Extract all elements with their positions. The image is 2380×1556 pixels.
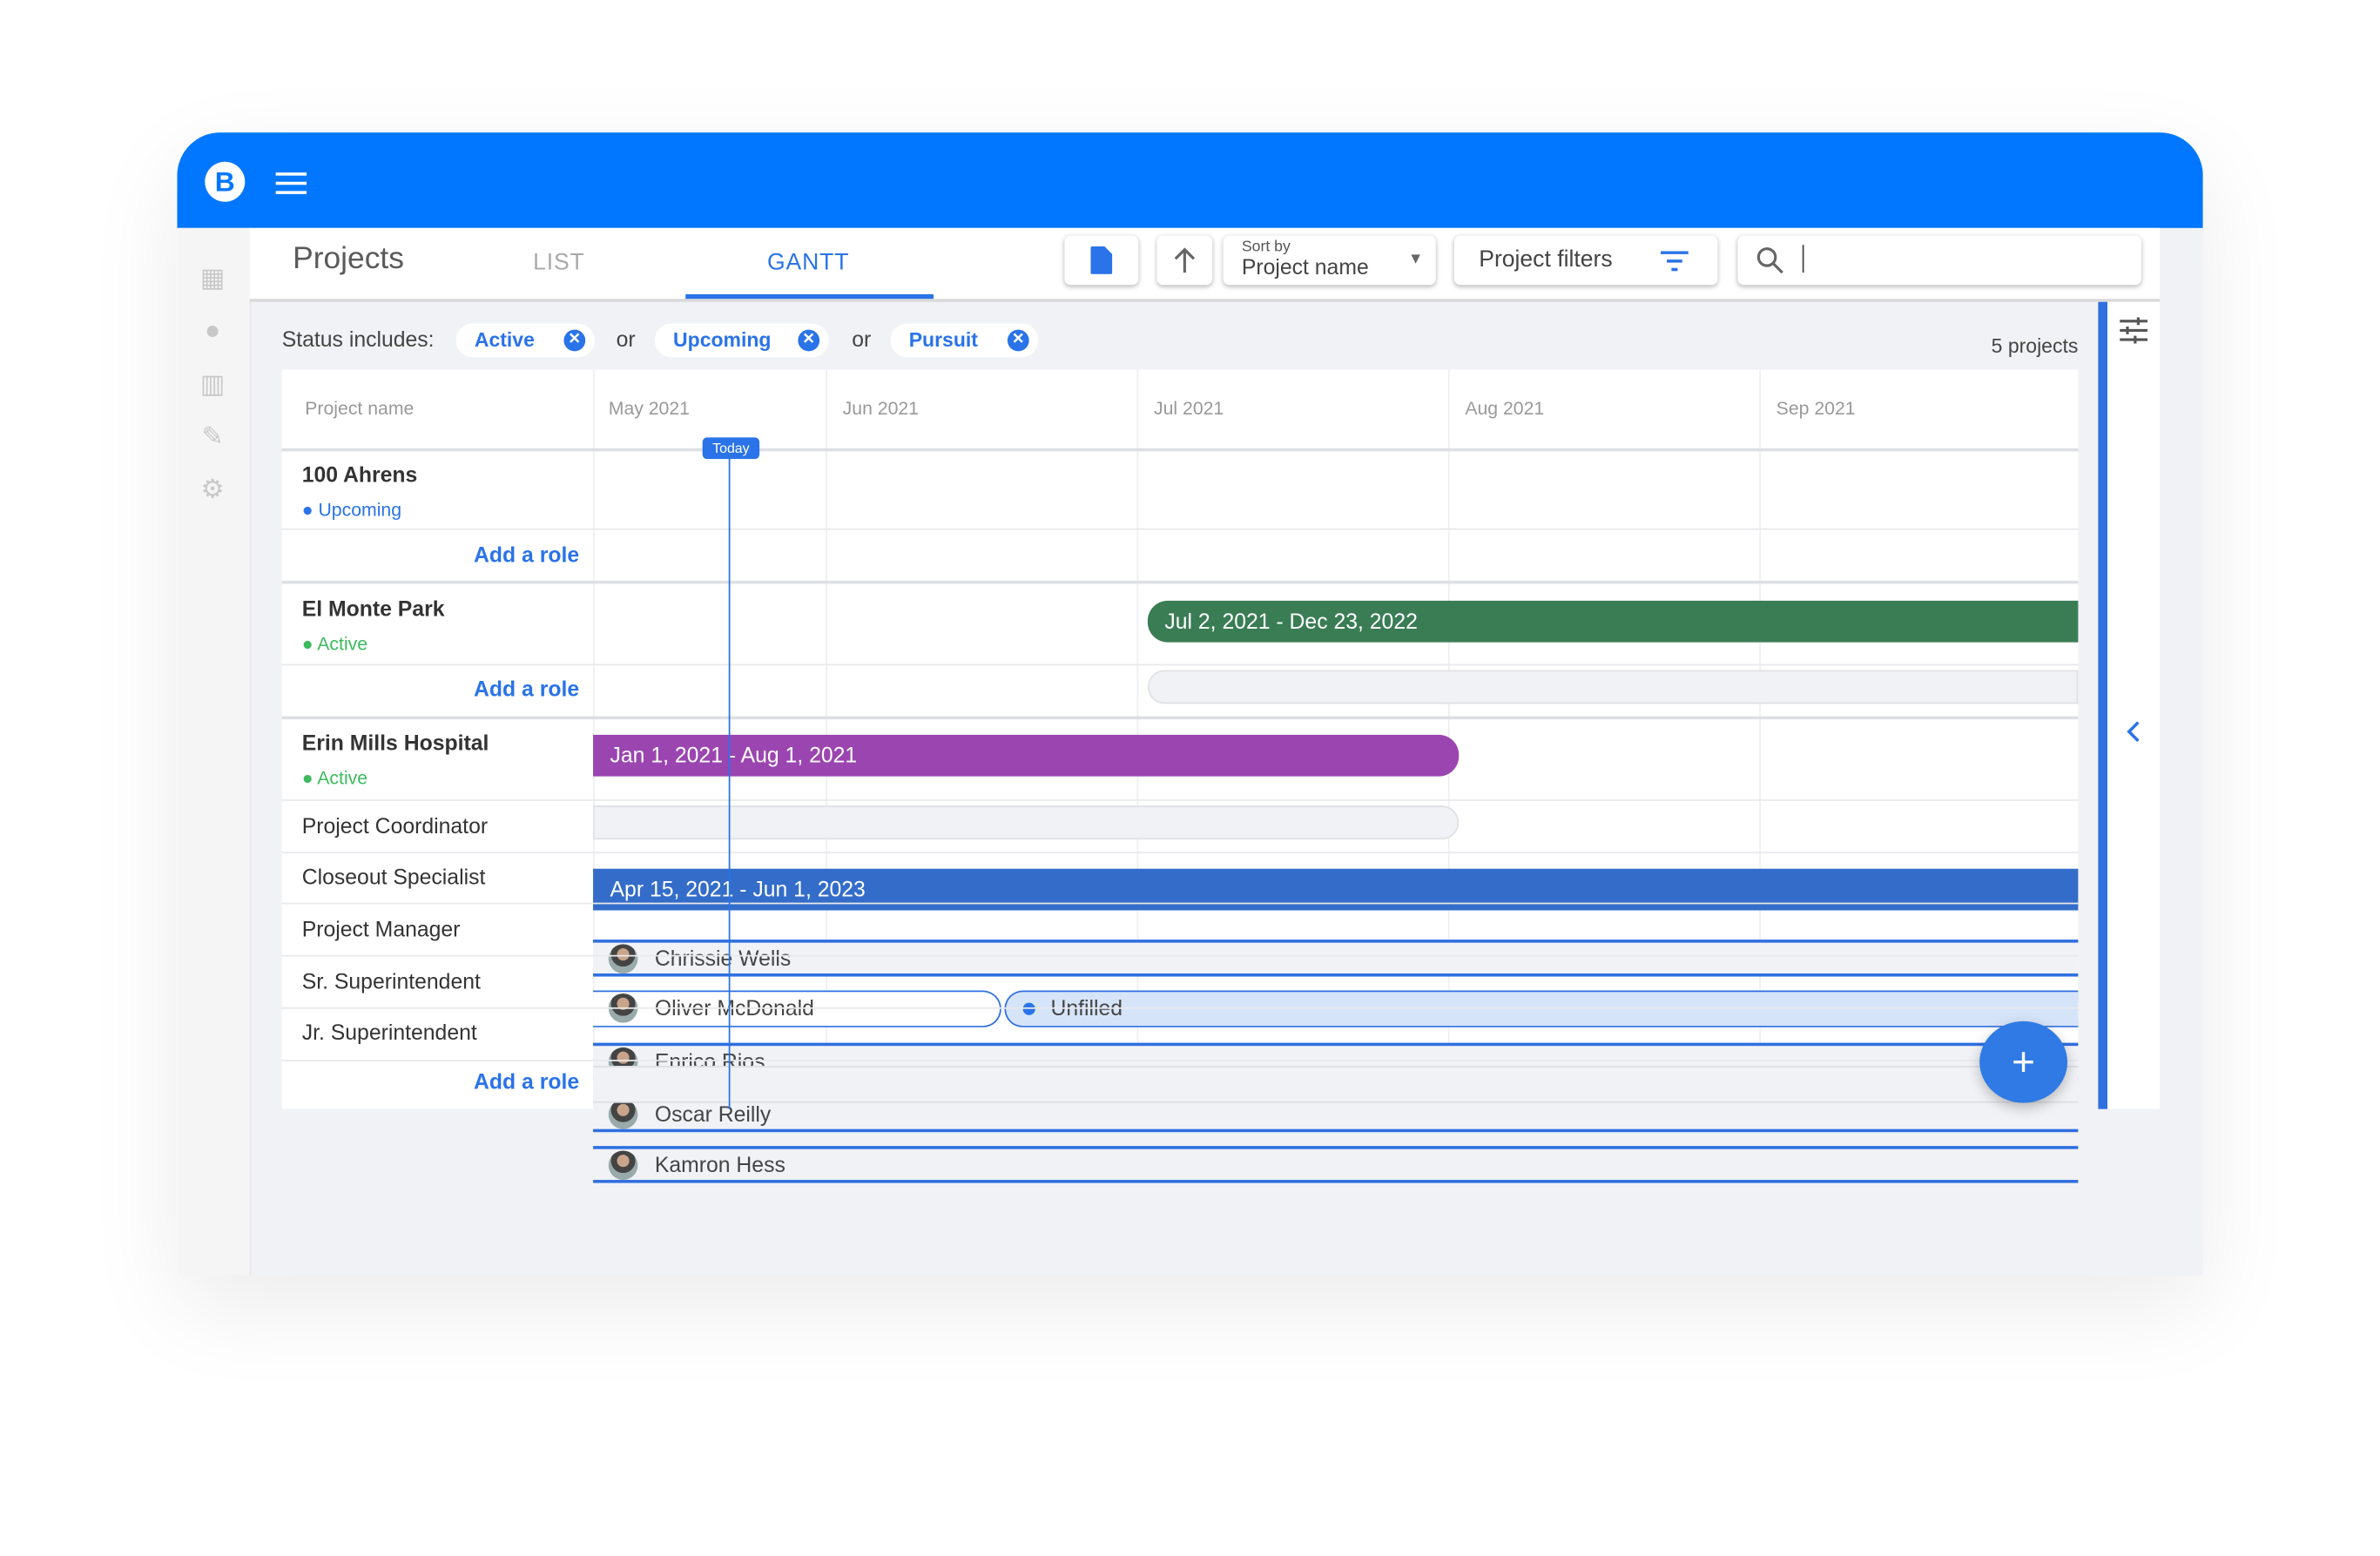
assignment-bar[interactable]: Kamron Hess (593, 1146, 2079, 1183)
role-name: Project Coordinator (301, 813, 489, 839)
tab-gantt[interactable]: GANTT (766, 249, 850, 276)
export-button[interactable] (1064, 235, 1139, 286)
avatar (608, 1150, 638, 1181)
today-marker-label: Today (702, 437, 760, 460)
search-input[interactable] (1737, 235, 2141, 286)
project-filters-button[interactable]: Project filters (1453, 235, 1718, 286)
assignee-name: Chrissie Wells (654, 946, 792, 971)
sort-direction-button[interactable] (1156, 235, 1213, 286)
wrench-icon[interactable]: ✎ (201, 421, 224, 452)
person-icon[interactable]: ● (205, 315, 221, 346)
chip-label: Active (474, 327, 535, 352)
add-role-link[interactable]: Add a role (474, 676, 580, 701)
sort-by-value: Project name (1241, 253, 1369, 280)
sort-by-label: Sort by (1241, 239, 1291, 256)
gantt-chart: Project name May 2021 Jun 2021 Jul 2021 … (281, 369, 2079, 1183)
role-name: Sr. Superintendent (301, 968, 481, 994)
active-tab-indicator (685, 293, 934, 300)
side-panel (2107, 301, 2161, 1109)
hamburger-icon[interactable] (275, 172, 307, 194)
row-divider (281, 852, 2079, 854)
avatar (608, 944, 638, 974)
column-divider (1759, 369, 1761, 1109)
row-divider (281, 1060, 2079, 1061)
chip-label: Pursuit (908, 327, 978, 352)
or-label: or (616, 327, 636, 352)
row-divider (281, 799, 2079, 801)
close-icon[interactable]: ✕ (1007, 329, 1029, 352)
assignee-name: Oscar Reilly (654, 1101, 772, 1127)
row-divider (281, 1007, 2079, 1009)
roles-placeholder-bar (1147, 670, 2079, 704)
filter-chip-pursuit[interactable]: Pursuit ✕ (890, 323, 1039, 358)
app-window: B ▦ ● ▥ ✎ ⚙ Projects LIST GANTT Sort by … (177, 132, 2203, 1276)
chip-label: Upcoming (673, 327, 772, 352)
top-bar: B (177, 132, 2203, 228)
chevron-down-icon: ▼ (1407, 251, 1424, 268)
roles-placeholder-bar (593, 1066, 2079, 1103)
filter-chip-upcoming[interactable]: Upcoming ✕ (654, 323, 829, 358)
role-name: Jr. Superintendent (301, 1020, 477, 1045)
tune-icon[interactable] (2120, 317, 2147, 344)
project-bar[interactable]: Jul 2, 2021 - Dec 23, 2022 (1147, 600, 2079, 643)
status-badge: ● Upcoming (301, 499, 402, 521)
project-count: 5 projects (1991, 333, 2079, 358)
dashboard-icon[interactable]: ▦ (199, 263, 226, 293)
project-name[interactable]: Erin Mills Hospital (301, 730, 489, 755)
project-bar[interactable]: Jan 1, 2021 - Aug 1, 2021 (593, 734, 1460, 777)
month-header: May 2021 (608, 397, 690, 420)
page-title: Projects (293, 241, 404, 276)
filter-chip-active[interactable]: Active ✕ (455, 323, 595, 358)
project-filters-label: Project filters (1479, 246, 1613, 273)
panel-resize-handle[interactable] (2098, 301, 2107, 1109)
row-divider (281, 528, 2079, 530)
search-icon (1756, 247, 1783, 274)
month-header: Aug 2021 (1465, 397, 1545, 420)
close-icon[interactable]: ✕ (563, 329, 586, 352)
or-label: or (852, 327, 872, 352)
column-header-project-name[interactable]: Project name (305, 397, 415, 420)
role-name: Project Manager (301, 916, 461, 941)
roles-placeholder-bar (593, 805, 1460, 840)
building-icon[interactable]: ▥ (199, 369, 226, 400)
gear-icon[interactable]: ⚙ (200, 474, 225, 504)
unfilled-role-bar[interactable]: Unfilled (1004, 990, 2079, 1027)
row-divider (281, 902, 2079, 905)
project-name[interactable]: El Monte Park (301, 596, 445, 621)
assignee-name: Kamron Hess (654, 1152, 785, 1177)
toolbar: Projects LIST GANTT Sort by Project name… (249, 227, 2161, 302)
project-name[interactable]: 100 Ahrens (301, 461, 418, 488)
assignment-bar[interactable]: Chrissie Wells (593, 940, 2079, 977)
row-divider (281, 448, 2079, 452)
add-role-link[interactable]: Add a role (474, 1068, 580, 1094)
status-badge: ● Active (301, 633, 368, 655)
add-role-link[interactable]: Add a role (474, 542, 580, 567)
month-header: Jul 2021 (1153, 397, 1224, 420)
chevron-left-icon[interactable] (2126, 721, 2141, 743)
month-header: Sep 2021 (1776, 397, 1856, 420)
filter-icon (1660, 251, 1689, 272)
assignment-bar[interactable]: Oliver McDonald (593, 990, 1001, 1027)
arrow-up-icon (1174, 247, 1196, 273)
role-name: Closeout Specialist (301, 864, 486, 889)
sidebar: ▦ ● ▥ ✎ ⚙ (177, 227, 252, 1276)
status-includes-label: Status includes: (281, 327, 435, 352)
sort-by-select[interactable]: Sort by Project name ▼ (1223, 235, 1436, 286)
close-icon[interactable]: ✕ (798, 329, 820, 352)
status-badge: ● Active (301, 766, 368, 789)
month-header: Jun 2021 (842, 397, 920, 420)
row-divider (281, 954, 2079, 957)
avatar (608, 1100, 638, 1129)
row-divider (281, 663, 2079, 666)
add-project-button[interactable]: + (1979, 1020, 2067, 1103)
tab-list[interactable]: LIST (533, 249, 585, 276)
text-cursor (1802, 245, 1804, 273)
row-divider (281, 716, 2079, 720)
today-marker-line (728, 447, 731, 1109)
document-icon (1090, 246, 1113, 274)
row-divider (281, 580, 2079, 584)
logo[interactable]: B (205, 161, 246, 202)
